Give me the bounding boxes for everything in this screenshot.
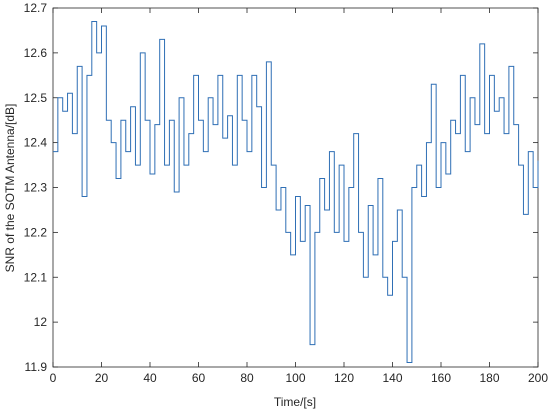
y-tick-label: 12 <box>34 315 48 329</box>
x-tick-label: 180 <box>479 371 499 385</box>
y-axis-label: SNR of the SOTM Antenna/[dB] <box>3 104 17 273</box>
x-tick-label: 160 <box>431 371 451 385</box>
x-tick-label: 200 <box>528 371 548 385</box>
x-tick-label: 40 <box>143 371 157 385</box>
y-tick-label: 11.9 <box>25 360 48 374</box>
series-line <box>53 20 539 364</box>
y-tick-label: 12.2 <box>24 225 48 239</box>
plot-frame <box>52 7 539 368</box>
y-tick-label: 12.7 <box>24 1 48 15</box>
y-tick-label: 12.1 <box>24 270 48 284</box>
y-tick-label: 12.6 <box>24 46 48 60</box>
y-tick-label: 12.4 <box>24 136 48 150</box>
x-tick-label: 20 <box>95 371 109 385</box>
x-tick-label: 0 <box>50 371 57 385</box>
x-tick-label: 140 <box>382 371 402 385</box>
x-tick-label: 60 <box>192 371 206 385</box>
x-tick-label: 80 <box>240 371 254 385</box>
y-tick-label: 12.5 <box>24 91 48 105</box>
x-tick-label: 120 <box>334 371 354 385</box>
x-axis-label: Time/[s] <box>274 395 316 409</box>
x-tick-label: 100 <box>285 371 305 385</box>
y-tick-label: 12.3 <box>24 181 48 195</box>
